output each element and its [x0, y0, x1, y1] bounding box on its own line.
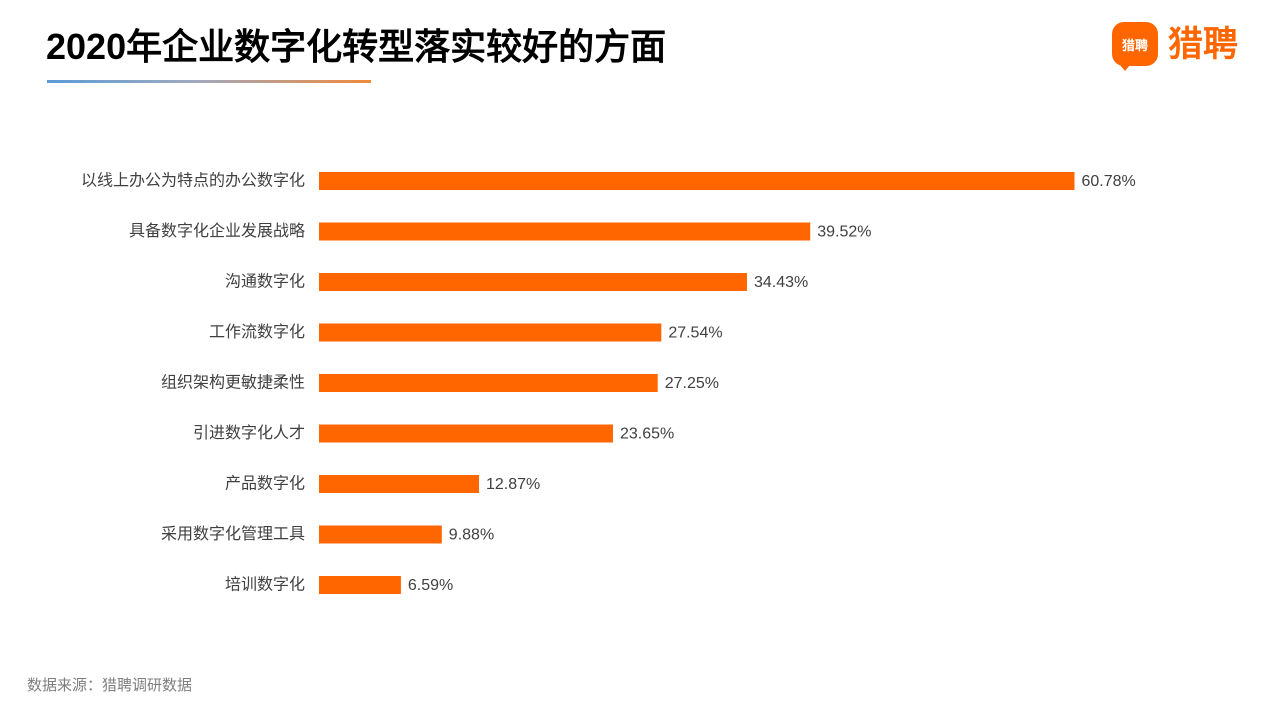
liepin-bubble-logo-icon: 猎聘: [1112, 22, 1158, 71]
data-label-value: 27.54: [668, 324, 708, 341]
bar-row: 具备数字化企业发展战略 39.52%: [129, 222, 872, 241]
category-label: 培训数字化: [225, 576, 305, 594]
data-label-unit: %: [439, 577, 453, 594]
category-label: 以线上办公为特点的办公数字化: [81, 172, 305, 190]
bar-row: 沟通数字化 34.43%: [225, 273, 808, 291]
bar: [319, 525, 442, 544]
data-label: 27.25%: [665, 375, 719, 392]
bar-row: 工作流数字化 27.54%: [209, 323, 723, 342]
data-label-value: 6.59: [408, 577, 439, 594]
category-label: 沟通数字化: [225, 273, 305, 291]
bar-row: 产品数字化 12.87%: [225, 475, 540, 493]
bar: [319, 273, 747, 291]
category-label: 采用数字化管理工具: [161, 525, 305, 543]
bar-row: 引进数字化人才 23.65%: [193, 424, 674, 443]
category-label: 具备数字化企业发展战略: [129, 222, 305, 240]
data-label-unit: %: [857, 223, 871, 240]
horizontal-bar-chart: 以线上办公为特点的办公数字化 60.78%具备数字化企业发展战略 39.52%沟通数…: [81, 172, 1136, 594]
data-source-note: 数据来源：猎聘调研数据: [27, 677, 193, 694]
data-label-value: 60.78: [1081, 173, 1121, 190]
data-label: 39.52%: [817, 223, 871, 240]
bar-row: 以线上办公为特点的办公数字化 60.78%: [81, 172, 1136, 190]
data-label-value: 39.52: [817, 223, 857, 240]
brand-logo: 猎聘 猎聘: [1112, 22, 1244, 72]
category-label: 引进数字化人才: [193, 424, 305, 442]
data-label: 23.65%: [620, 425, 674, 442]
data-label-unit: %: [705, 375, 719, 392]
bar-row: 组织架构更敏捷柔性 27.25%: [161, 374, 719, 392]
data-label-unit: %: [794, 274, 808, 291]
bar: [319, 576, 401, 594]
data-label-value: 12.87: [486, 476, 526, 493]
data-label-unit: %: [708, 324, 722, 341]
data-label: 34.43%: [754, 274, 808, 291]
bar: [319, 374, 658, 392]
data-label-unit: %: [1122, 173, 1136, 190]
bar: [319, 475, 479, 493]
data-label-value: 27.25: [665, 375, 705, 392]
data-label: 27.54%: [668, 324, 722, 341]
data-label-value: 9.88: [449, 526, 480, 543]
data-label: 6.59%: [408, 577, 453, 594]
bar-row: 培训数字化 6.59%: [225, 576, 453, 594]
data-label-unit: %: [526, 476, 540, 493]
bar-row: 采用数字化管理工具 9.88%: [161, 525, 494, 544]
data-label: 12.87%: [486, 476, 540, 493]
data-label: 9.88%: [449, 526, 494, 543]
data-label-unit: %: [480, 526, 494, 543]
bar: [319, 222, 811, 241]
bar: [319, 424, 613, 443]
category-label: 产品数字化: [225, 475, 305, 493]
data-label: 60.78%: [1081, 173, 1135, 190]
bar: [319, 172, 1075, 190]
data-label-unit: %: [660, 425, 674, 442]
data-label-value: 34.43: [754, 274, 794, 291]
data-label-value: 23.65: [620, 425, 660, 442]
bar: [319, 323, 662, 342]
category-label: 组织架构更敏捷柔性: [161, 374, 305, 392]
page-title: 2020年企业数字化转型落实较好的方面: [46, 26, 667, 67]
logo-wordmark: 猎聘: [1168, 25, 1239, 64]
title-underline: [47, 80, 371, 83]
logo-icon-text: 猎聘: [1121, 37, 1148, 53]
category-label: 工作流数字化: [209, 323, 305, 341]
